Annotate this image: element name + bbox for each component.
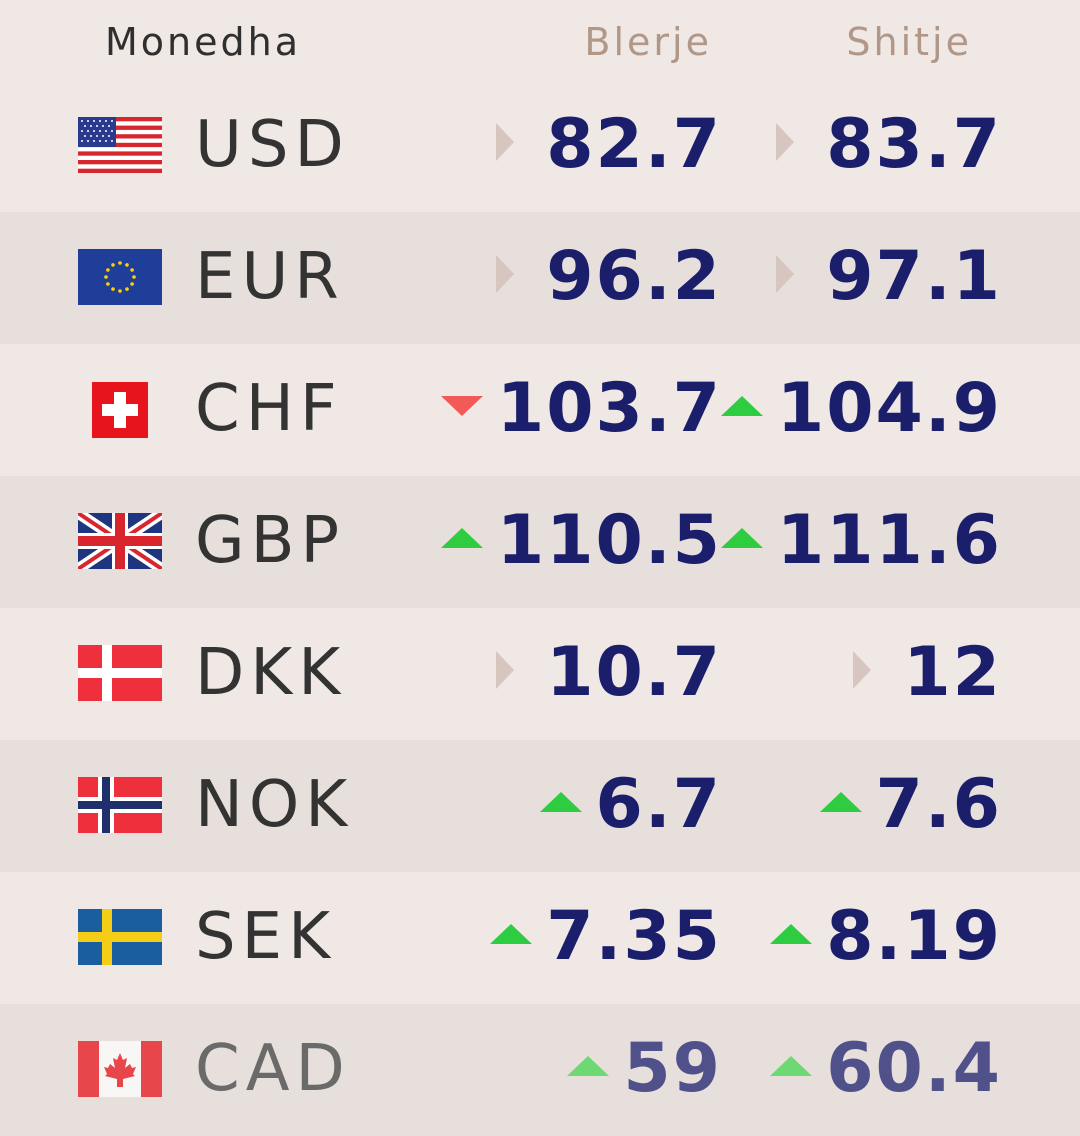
trend-flat-icon (496, 123, 515, 162)
trend-up-icon (720, 528, 763, 549)
trend-up-icon (440, 528, 483, 549)
rate-row-nok[interactable]: NOK 6.7 7.6 (0, 740, 1080, 872)
sell-value: 104.9 (776, 369, 1002, 448)
buy-rate: 96.2 (496, 239, 722, 315)
trend-flat-icon (496, 651, 515, 690)
trend-up-icon (720, 396, 763, 417)
rate-row-gbp[interactable]: GBP 110.5 111.6 (0, 476, 1080, 608)
ch-flag-icon (92, 382, 148, 438)
header-buy: Blerje (584, 20, 712, 64)
sell-rate: 60.4 (770, 1031, 1002, 1107)
buy-rate: 59 (567, 1031, 722, 1107)
buy-value: 103.7 (496, 369, 722, 448)
buy-rate: 10.7 (496, 635, 722, 711)
table-header: Monedha Blerje Shitje (0, 0, 1080, 82)
no-flag-icon (78, 777, 162, 833)
header-sell: Shitje (846, 20, 972, 64)
buy-value: 10.7 (546, 633, 722, 712)
rate-row-cad[interactable]: CAD 59 60.4 (0, 1004, 1080, 1136)
dk-flag-icon (78, 645, 162, 701)
sell-rate: 83.7 (776, 107, 1002, 183)
trend-up-icon (819, 792, 862, 813)
currency-code: NOK (195, 768, 354, 842)
buy-rate: 6.7 (539, 765, 722, 844)
rate-row-chf[interactable]: CHF 103.7 104.9 (0, 344, 1080, 476)
currency-code: CAD (195, 1032, 351, 1106)
rate-row-usd[interactable]: USD 82.7 83.7 (0, 80, 1080, 212)
buy-rate: 103.7 (440, 369, 722, 448)
sell-value: 111.6 (776, 501, 1002, 580)
trend-flat-icon (776, 123, 795, 162)
ca-flag-icon (78, 1041, 162, 1097)
buy-rate: 110.5 (440, 501, 722, 580)
currency-code: SEK (195, 900, 337, 974)
trend-up-icon (490, 924, 533, 945)
currency-code: DKK (195, 636, 347, 710)
buy-rate: 82.7 (496, 107, 722, 183)
header-currency: Monedha (105, 20, 301, 64)
currency-code: CHF (195, 372, 343, 446)
sell-rate: 104.9 (720, 369, 1002, 448)
sell-value: 83.7 (826, 105, 1002, 184)
trend-up-icon (567, 1056, 610, 1077)
us-flag-icon (78, 117, 162, 173)
sell-value: 7.6 (875, 765, 1002, 844)
buy-value: 110.5 (496, 501, 722, 580)
trend-up-icon (770, 1056, 813, 1077)
buy-value: 59 (623, 1029, 722, 1108)
buy-rate: 7.35 (490, 899, 722, 975)
sell-rate: 8.19 (770, 899, 1002, 975)
trend-flat-icon (496, 255, 515, 294)
gb-flag-icon (78, 513, 162, 569)
rate-row-dkk[interactable]: DKK 10.7 12 (0, 608, 1080, 740)
rate-row-sek[interactable]: SEK 7.35 8.19 (0, 872, 1080, 1004)
sell-value: 60.4 (826, 1029, 1002, 1108)
trend-flat-icon (853, 651, 872, 690)
rate-row-eur[interactable]: EUR 96.2 97.1 (0, 212, 1080, 344)
sell-rate: 12 (853, 635, 1002, 711)
trend-up-icon (539, 792, 582, 813)
sell-rate: 97.1 (776, 239, 1002, 315)
sell-rate: 7.6 (819, 765, 1002, 844)
sell-value: 8.19 (826, 897, 1002, 976)
trend-down-icon (440, 396, 483, 417)
currency-code: GBP (195, 504, 346, 578)
buy-value: 96.2 (546, 237, 722, 316)
currency-code: USD (195, 108, 350, 182)
eu-flag-icon (78, 249, 162, 305)
currency-code: EUR (195, 240, 345, 314)
se-flag-icon (78, 909, 162, 965)
sell-rate: 111.6 (720, 501, 1002, 580)
trend-up-icon (770, 924, 813, 945)
sell-value: 97.1 (826, 237, 1002, 316)
buy-value: 82.7 (546, 105, 722, 184)
buy-value: 6.7 (595, 765, 722, 844)
sell-value: 12 (903, 633, 1002, 712)
rates-list: USD 82.7 83.7 (0, 80, 1080, 1136)
trend-flat-icon (776, 255, 795, 294)
buy-value: 7.35 (546, 897, 722, 976)
